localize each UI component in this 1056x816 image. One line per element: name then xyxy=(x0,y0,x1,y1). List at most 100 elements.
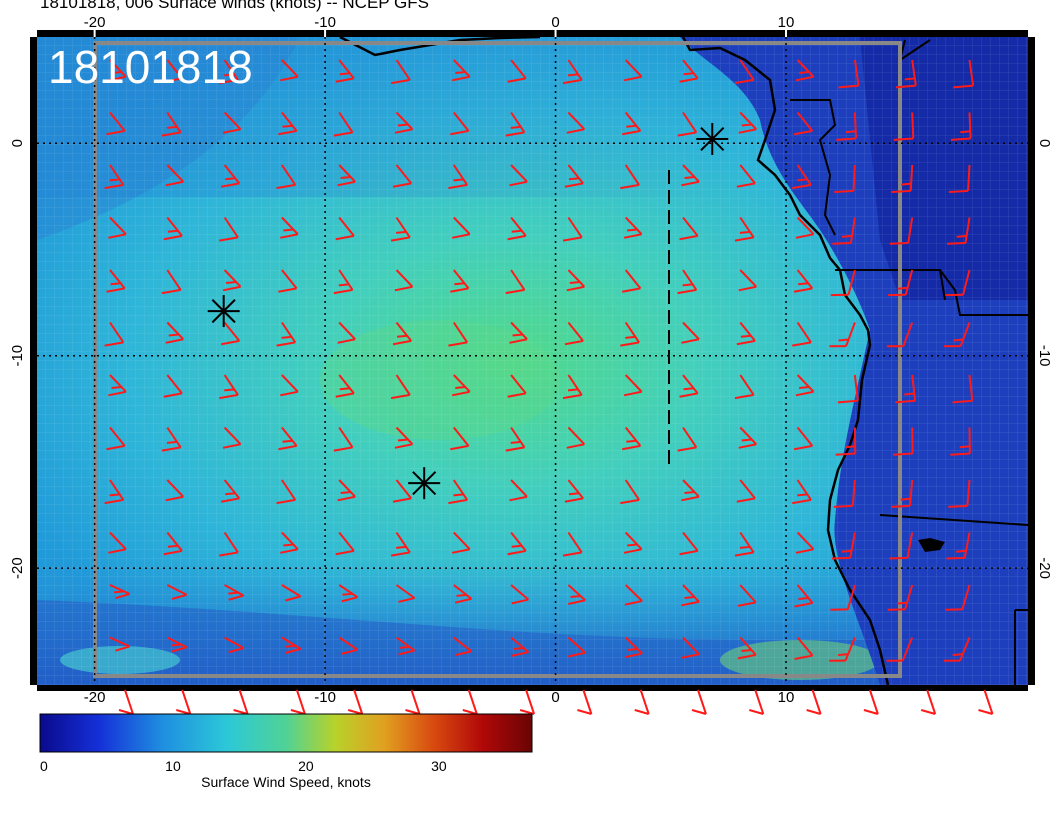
wind-barb xyxy=(830,584,856,611)
wind-barb xyxy=(337,321,356,344)
wind-barb xyxy=(863,689,879,715)
wind-barb xyxy=(736,321,756,346)
wind-barb xyxy=(280,59,299,82)
wind-barb xyxy=(893,112,915,141)
wind-barb xyxy=(276,164,297,190)
wind-barb xyxy=(681,636,700,659)
map-title: 18101818, 006 Surface winds (knots) -- N… xyxy=(40,0,429,12)
colorbar-tick-label: 10 xyxy=(165,758,181,774)
wind-barb xyxy=(736,479,756,503)
wind-barb xyxy=(736,164,756,188)
wind-barb xyxy=(679,216,699,241)
wind-barb xyxy=(838,59,860,89)
wind-barb xyxy=(462,689,478,715)
wind-barb xyxy=(795,59,815,82)
wind-barb xyxy=(679,59,699,83)
region-box xyxy=(93,41,902,678)
lon-tick-label-top: 10 xyxy=(778,14,795,31)
colorbar-tick-label: 20 xyxy=(298,758,314,774)
wind-barb xyxy=(620,321,640,347)
wind-barb xyxy=(333,269,354,295)
wind-barb xyxy=(278,426,298,451)
wind-barb xyxy=(104,164,125,190)
wind-barb xyxy=(836,112,857,141)
wind-barb xyxy=(623,374,643,397)
wind-barb xyxy=(335,59,355,83)
wind-barb xyxy=(510,636,529,657)
wind-barb xyxy=(104,321,125,347)
wind-barb xyxy=(622,269,642,293)
wind-barb xyxy=(795,374,815,397)
wind-barb xyxy=(833,479,856,508)
wind-barb xyxy=(108,531,127,554)
wind-barb xyxy=(451,374,471,397)
wind-barb xyxy=(390,59,411,85)
wind-barb xyxy=(566,111,586,134)
wind-barb xyxy=(562,59,583,85)
wind-barb xyxy=(948,479,971,508)
wind-barb xyxy=(681,321,700,344)
frame-bottom-bar xyxy=(37,683,1028,691)
wind-barb xyxy=(276,321,297,347)
wind-barb xyxy=(509,479,528,502)
wind-barb xyxy=(333,426,354,452)
wind-barb xyxy=(562,374,583,400)
wind-barb xyxy=(886,322,914,348)
wind-barb xyxy=(794,636,814,660)
wind-barb xyxy=(677,426,698,452)
wind-barb xyxy=(220,164,241,188)
wind-barb xyxy=(108,59,127,82)
wind-barb xyxy=(390,374,411,400)
wind-barb xyxy=(737,584,757,607)
wind-barb xyxy=(679,374,699,398)
wind-barb xyxy=(176,689,192,715)
wind-barb xyxy=(677,269,698,295)
wind-barb xyxy=(738,269,757,292)
wind-barb xyxy=(219,59,239,85)
wind-barb xyxy=(392,479,412,503)
wind-barb xyxy=(945,269,971,297)
wind-barb xyxy=(691,689,707,715)
wind-barb xyxy=(453,636,473,657)
wind-barb xyxy=(505,269,526,295)
wind-barb xyxy=(806,689,822,715)
wind-barb xyxy=(451,531,471,554)
wind-barb xyxy=(450,111,470,136)
wind-barb xyxy=(950,427,971,456)
wind-barb xyxy=(222,269,242,292)
wind-barb xyxy=(337,479,356,502)
wind-barb xyxy=(834,164,856,193)
storm-markers xyxy=(207,122,729,500)
lat-tick-label-left: 0 xyxy=(9,139,26,147)
lon-tick-label-bottom: -20 xyxy=(84,689,106,706)
colorbar xyxy=(39,713,533,753)
wind-barb xyxy=(222,111,242,134)
wind-barb xyxy=(835,427,857,456)
wind-barb xyxy=(946,217,971,245)
wind-barb xyxy=(510,584,529,605)
wind-barb xyxy=(166,636,188,653)
wind-barb xyxy=(392,321,412,346)
wind-barb xyxy=(104,479,125,505)
wind-barb xyxy=(505,426,526,452)
wind-barb xyxy=(106,426,126,451)
wind-barb xyxy=(793,111,814,136)
wind-barb xyxy=(219,216,239,242)
wind-barb xyxy=(451,59,471,82)
storm-marker-icon xyxy=(696,122,729,155)
lon-tick-label-top: -20 xyxy=(84,14,106,31)
wind-barb xyxy=(395,584,416,603)
wind-barb xyxy=(792,321,812,347)
wind-barb xyxy=(564,479,584,503)
wind-barb xyxy=(335,216,355,241)
wind-barb xyxy=(450,269,470,293)
wind-barb xyxy=(335,374,355,398)
wind-barb xyxy=(679,531,699,556)
wind-barb xyxy=(519,689,536,715)
wind-barb xyxy=(564,321,584,346)
wind-barb xyxy=(734,59,755,85)
wind-barb xyxy=(335,531,355,556)
wind-barb xyxy=(405,689,421,715)
wind-barb xyxy=(448,164,469,190)
wind-barb xyxy=(737,636,757,660)
